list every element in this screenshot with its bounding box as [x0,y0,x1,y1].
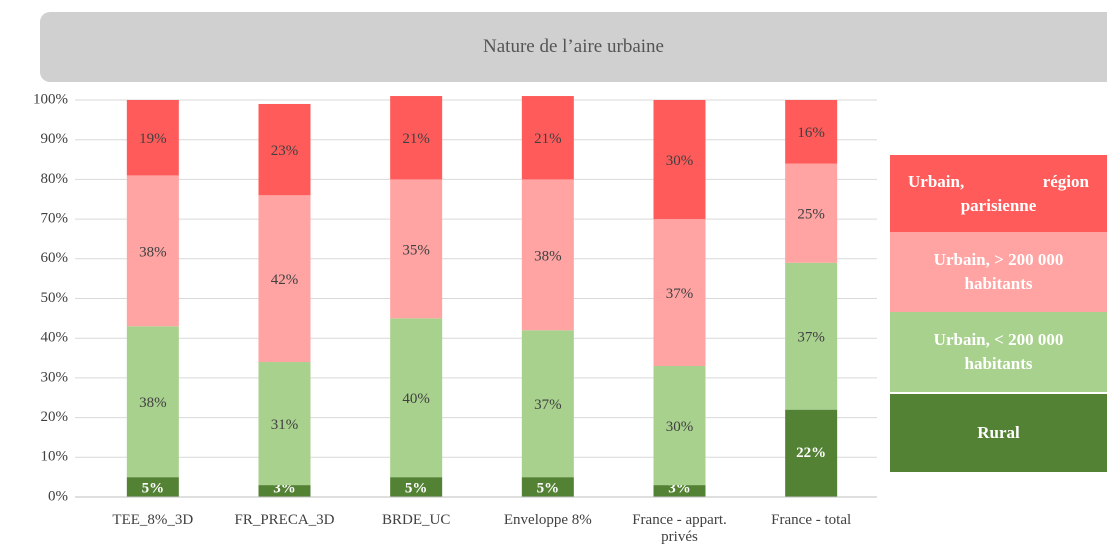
bar-segment [653,365,706,486]
bar-segment [126,175,179,327]
data-label: 21% [402,131,430,147]
y-tick-label: 50% [41,290,69,306]
x-tick-label: France - total [771,512,852,528]
legend-entry: Urbain, < 200 000 habitants [890,312,1107,392]
bar-segment [653,485,706,497]
bar-segment [521,330,574,478]
bar-segment [126,326,179,478]
data-label: 35% [402,242,430,258]
bar-segment [521,179,574,331]
data-label: 30% [666,153,694,169]
y-tick-label: 100% [33,91,68,107]
bar-segment [521,96,574,180]
data-label: 25% [797,207,825,223]
legend-entry: Urbain, région parisienne [890,155,1107,232]
y-tick-label: 40% [41,330,69,346]
y-tick-label: 10% [41,449,69,465]
y-tick-label: 70% [41,211,69,227]
bar-segment [785,409,838,497]
y-tick-label: 80% [41,171,69,187]
data-label: 37% [797,330,825,346]
data-label: 42% [271,272,299,288]
data-label: 38% [139,395,167,411]
data-label: 31% [271,417,299,433]
data-label: 22% [796,445,826,461]
data-label: 37% [666,286,694,302]
bar-segment [785,163,838,263]
data-label: 30% [666,419,694,435]
bar-segment [653,100,706,220]
data-label: 5% [142,480,165,496]
bar-segment [126,477,179,497]
data-label: 40% [402,391,430,407]
data-label: 23% [271,143,299,159]
y-tick-label: 0% [48,488,68,504]
bar-segment [653,219,706,366]
y-tick-label: 90% [41,131,69,147]
bar-segment [390,318,443,478]
y-tick-label: 30% [41,369,69,385]
chart-title: Nature de l’aire urbaine [40,12,1107,82]
bar-segment [390,477,443,497]
data-label: 19% [139,131,167,147]
bar-segment [258,362,311,486]
data-label: 21% [534,131,562,147]
y-tick-label: 60% [41,250,69,266]
y-tick-label: 20% [41,409,69,425]
data-label: 5% [405,480,428,496]
x-tick-label: FR_PRECA_3D [234,512,335,528]
bar-segment [258,195,311,363]
data-label: 5% [537,480,560,496]
bar-segment [390,96,443,180]
x-tick-label: France - appart. privés [632,512,727,545]
x-tick-label: TEE_8%_3D [112,512,194,528]
data-label: 38% [534,248,562,264]
data-label: 38% [139,244,167,260]
bar-segment [521,477,574,497]
bar-segment [785,262,838,410]
x-tick-label: Enveloppe 8% [503,512,592,528]
legend-entry: Urbain, > 200 000 habitants [890,232,1107,312]
bar-segment [126,100,179,176]
data-label: 16% [797,125,825,141]
bar-segment [390,179,443,319]
bar-segment [785,100,838,164]
bar-segment [258,485,311,497]
legend-entry: Rural [890,394,1107,472]
bar-segment [258,103,311,196]
x-tick-label: BRDE_UC [381,512,451,528]
data-label: 37% [534,397,562,413]
